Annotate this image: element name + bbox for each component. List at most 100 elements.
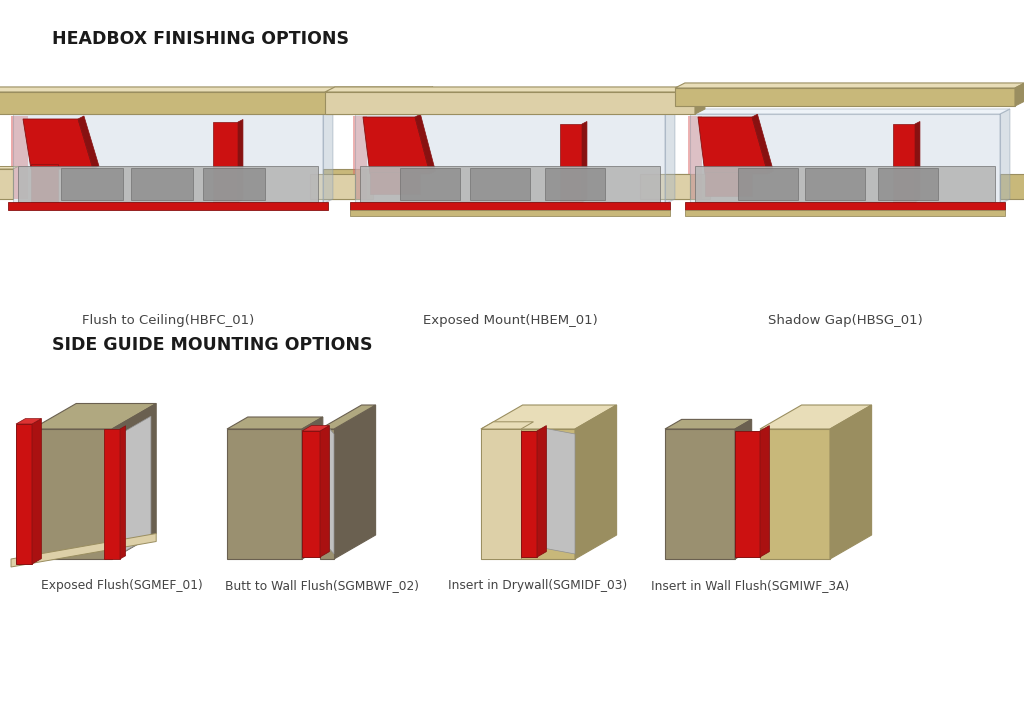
Polygon shape [32, 418, 41, 564]
Polygon shape [131, 168, 193, 200]
Polygon shape [16, 418, 41, 424]
Polygon shape [330, 429, 334, 554]
Text: Exposed Mount(HBEM_01): Exposed Mount(HBEM_01) [423, 314, 597, 327]
Polygon shape [695, 87, 705, 114]
Polygon shape [227, 429, 302, 559]
Polygon shape [334, 405, 376, 559]
Polygon shape [893, 124, 915, 202]
Polygon shape [915, 122, 920, 202]
Text: HEADBOX FINISHING OPTIONS: HEADBOX FINISHING OPTIONS [52, 30, 349, 48]
Polygon shape [537, 426, 547, 557]
Polygon shape [302, 417, 323, 559]
Polygon shape [423, 87, 433, 114]
Polygon shape [685, 210, 1005, 216]
Polygon shape [78, 116, 99, 169]
Polygon shape [325, 92, 695, 114]
Polygon shape [675, 88, 1015, 106]
Polygon shape [302, 426, 330, 431]
Polygon shape [323, 169, 373, 199]
Polygon shape [362, 117, 430, 174]
Polygon shape [13, 114, 323, 204]
Polygon shape [582, 122, 587, 202]
Polygon shape [481, 429, 575, 559]
Polygon shape [547, 429, 575, 554]
Polygon shape [560, 124, 582, 202]
Polygon shape [120, 426, 126, 559]
Polygon shape [760, 426, 769, 557]
Polygon shape [695, 166, 995, 202]
Polygon shape [1015, 83, 1024, 106]
Polygon shape [319, 426, 330, 557]
Polygon shape [760, 405, 871, 429]
Polygon shape [545, 168, 605, 200]
Polygon shape [11, 534, 157, 567]
Polygon shape [690, 109, 1010, 114]
Polygon shape [760, 429, 769, 554]
Text: Exposed Flush(SGMEF_01): Exposed Flush(SGMEF_01) [41, 579, 203, 592]
Polygon shape [112, 403, 157, 559]
Polygon shape [323, 109, 333, 204]
Polygon shape [319, 405, 376, 429]
Polygon shape [16, 424, 32, 564]
Polygon shape [350, 210, 670, 216]
Polygon shape [665, 419, 752, 429]
Polygon shape [203, 168, 265, 200]
Polygon shape [878, 168, 938, 200]
Polygon shape [805, 168, 865, 200]
Polygon shape [0, 92, 423, 114]
Text: Flush to Ceiling(HBFC_01): Flush to Ceiling(HBFC_01) [82, 314, 254, 327]
Polygon shape [698, 117, 768, 174]
Polygon shape [481, 405, 616, 429]
Polygon shape [13, 109, 333, 114]
Polygon shape [640, 174, 690, 199]
Polygon shape [685, 202, 1005, 210]
Polygon shape [23, 119, 93, 169]
Polygon shape [310, 174, 355, 199]
Polygon shape [238, 119, 243, 202]
Polygon shape [350, 202, 670, 210]
Polygon shape [227, 417, 323, 429]
Polygon shape [319, 429, 334, 559]
Polygon shape [400, 168, 460, 200]
Text: Insert in Wall Flush(SGMIWF_3A): Insert in Wall Flush(SGMIWF_3A) [651, 579, 849, 592]
Polygon shape [752, 114, 773, 174]
Polygon shape [735, 419, 752, 559]
Polygon shape [61, 168, 123, 200]
Text: SIDE GUIDE MOUNTING OPTIONS: SIDE GUIDE MOUNTING OPTIONS [52, 336, 373, 354]
Polygon shape [830, 405, 871, 559]
Polygon shape [32, 403, 157, 429]
Polygon shape [690, 114, 1000, 204]
Text: Butt to Wall Flush(SGMBWF_02): Butt to Wall Flush(SGMBWF_02) [225, 579, 419, 592]
Polygon shape [302, 431, 319, 557]
Polygon shape [415, 114, 435, 174]
Polygon shape [0, 167, 18, 169]
Polygon shape [675, 83, 1024, 88]
Text: Insert in Drywall(SGMIDF_03): Insert in Drywall(SGMIDF_03) [449, 579, 628, 592]
Polygon shape [705, 172, 752, 196]
Polygon shape [665, 109, 675, 204]
Polygon shape [481, 429, 521, 559]
Polygon shape [735, 431, 760, 557]
Polygon shape [8, 202, 328, 210]
Polygon shape [11, 116, 28, 199]
Polygon shape [325, 87, 705, 92]
Polygon shape [738, 168, 798, 200]
Polygon shape [213, 122, 238, 202]
Polygon shape [104, 429, 120, 559]
Polygon shape [32, 429, 112, 559]
Polygon shape [688, 116, 702, 199]
Polygon shape [481, 422, 534, 429]
Polygon shape [18, 166, 318, 202]
Polygon shape [353, 116, 367, 199]
Polygon shape [521, 431, 537, 557]
Polygon shape [31, 164, 58, 202]
Polygon shape [0, 169, 13, 199]
Polygon shape [1000, 174, 1024, 199]
Polygon shape [665, 429, 735, 559]
Polygon shape [355, 114, 665, 204]
Polygon shape [575, 405, 616, 559]
Polygon shape [360, 166, 660, 202]
Polygon shape [665, 174, 710, 199]
Polygon shape [0, 87, 433, 92]
Polygon shape [1000, 109, 1010, 204]
